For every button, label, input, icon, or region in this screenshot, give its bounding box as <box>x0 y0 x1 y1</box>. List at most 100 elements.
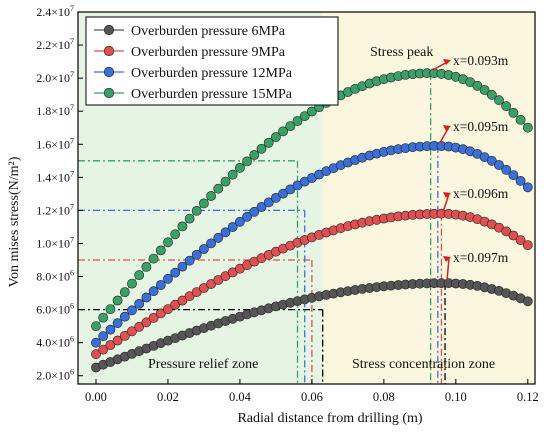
point <box>184 255 195 266</box>
legend-entry: Overburden pressure 6MPa <box>131 24 286 39</box>
y-tick-label: 6.0×106 <box>36 302 74 317</box>
point <box>522 296 533 307</box>
point <box>472 80 483 91</box>
point <box>501 101 512 112</box>
point <box>227 169 238 180</box>
legend-entry: Overburden pressure 15MPa <box>131 87 293 102</box>
annotation-arrowhead <box>443 256 451 262</box>
x-tick-label: 0.02 <box>157 390 179 404</box>
point <box>91 321 101 331</box>
point <box>141 317 152 328</box>
axes-layer: 0.00 0.02 0.04 0.06 0.08 0.10 0.12 2.0×106 4.0×1… <box>36 4 539 404</box>
point <box>270 192 281 203</box>
stress-peak-label: Stress peak <box>370 45 433 60</box>
y-tick-label: 2.0×107 <box>36 70 74 85</box>
point <box>278 188 288 199</box>
point <box>127 326 137 337</box>
y-tick-label: 2.0×106 <box>36 368 74 383</box>
y-tick-label: 2.4×107 <box>36 4 74 19</box>
y-axis-label: Von mises stress(N/m²) <box>7 156 22 287</box>
legend-marker <box>103 45 115 57</box>
point <box>170 267 181 278</box>
point <box>134 321 145 332</box>
point <box>249 150 260 160</box>
point <box>256 202 267 212</box>
point <box>306 106 317 117</box>
annotation-peak-x: x=0.093m <box>453 53 509 68</box>
point <box>191 205 202 216</box>
point <box>263 197 274 208</box>
legend-box <box>85 16 339 106</box>
point <box>522 240 533 250</box>
point <box>285 121 296 131</box>
annotation-peak-x: x=0.095m <box>453 119 509 134</box>
point <box>155 245 166 256</box>
point <box>105 340 116 350</box>
point <box>198 198 209 209</box>
point <box>508 230 519 241</box>
point <box>522 182 533 193</box>
point <box>134 298 145 309</box>
point <box>112 335 123 346</box>
point <box>206 191 216 201</box>
point <box>292 116 303 126</box>
y-tick-label: 1.4×107 <box>36 169 74 184</box>
point <box>213 232 224 243</box>
point <box>155 308 166 319</box>
point <box>494 160 504 170</box>
series-2 <box>91 140 533 348</box>
legend-marker <box>103 66 115 78</box>
point <box>98 344 109 355</box>
point <box>227 222 238 232</box>
point <box>105 304 116 314</box>
x-tick-label: 0.04 <box>229 390 252 404</box>
point <box>163 237 173 248</box>
point <box>479 85 490 95</box>
point <box>163 273 173 284</box>
point <box>213 183 224 194</box>
legend: Overburden pressure 6MPa Overburden press… <box>85 16 339 106</box>
point <box>127 278 137 289</box>
point <box>170 299 181 310</box>
point <box>234 162 245 173</box>
point <box>191 249 202 260</box>
point <box>299 111 310 121</box>
point <box>263 137 274 148</box>
legend-marker <box>103 24 115 36</box>
point <box>522 122 533 133</box>
point <box>91 349 101 360</box>
point <box>134 270 145 281</box>
plot-frame <box>77 11 536 385</box>
point <box>220 176 231 187</box>
point <box>206 238 216 249</box>
y-tick-label: 2.2×107 <box>36 37 74 52</box>
point <box>141 261 152 272</box>
point <box>112 295 123 306</box>
point <box>515 175 526 186</box>
point <box>155 280 166 290</box>
series-0 <box>91 278 533 373</box>
point <box>486 155 497 166</box>
annotation-peak-x: x=0.096m <box>453 186 509 201</box>
y-tick-label: 1.2×107 <box>36 202 74 217</box>
point <box>220 227 231 238</box>
y-tick-label: 4.0×106 <box>36 335 74 350</box>
point <box>494 95 504 106</box>
point <box>242 156 252 167</box>
legend-entry: Overburden pressure 12MPa <box>131 66 293 81</box>
point <box>242 211 252 222</box>
annotation-peak-x: x=0.097m <box>453 250 509 265</box>
point <box>119 287 130 297</box>
point <box>486 89 497 100</box>
point <box>184 213 195 224</box>
zone-label-pressure-relief: Pressure relief zone <box>148 357 258 372</box>
reference-lines-layer <box>78 73 446 384</box>
point <box>177 295 188 306</box>
point <box>177 261 188 272</box>
point <box>198 244 209 254</box>
legend-marker <box>103 87 115 99</box>
annotation-arrowhead <box>443 192 451 198</box>
point <box>278 126 288 137</box>
zone-label-stress-concentration: Stress concentration zone <box>352 357 495 372</box>
point <box>148 253 159 264</box>
